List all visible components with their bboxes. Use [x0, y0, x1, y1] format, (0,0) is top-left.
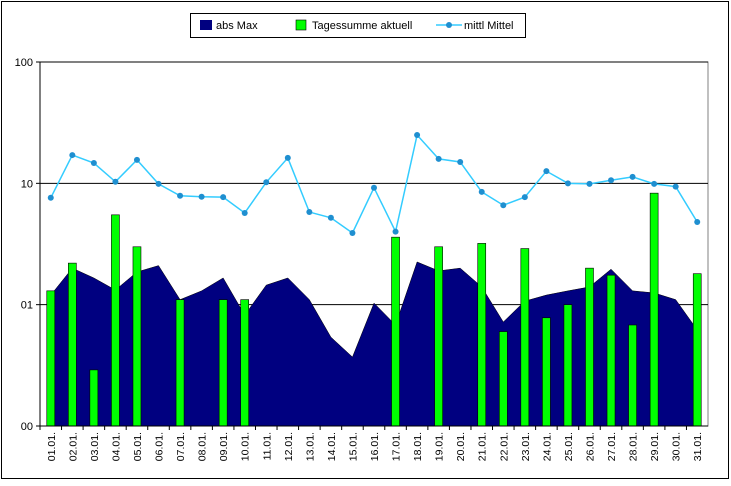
line-point: [435, 155, 442, 162]
x-tick-label: 26.01.: [584, 432, 596, 461]
x-tick-label: 01.01.: [46, 432, 58, 461]
x-tick-label: 24.01.: [541, 432, 553, 461]
y-tick-label: 00: [21, 421, 33, 433]
x-tick-label: 09.01.: [218, 432, 230, 461]
x-tick-label: 04.01.: [110, 432, 122, 461]
x-tick-label: 23.01.: [520, 432, 532, 461]
x-tick-label: 10.01.: [240, 432, 252, 461]
line-point: [327, 214, 334, 221]
area: [50, 261, 698, 427]
line-point: [263, 179, 270, 186]
line-point: [457, 158, 464, 165]
bar: [111, 214, 120, 427]
line-point: [694, 219, 701, 226]
bar: [649, 192, 659, 427]
legend-label: abs Max: [216, 20, 258, 32]
x-tick-label: 07.01.: [175, 432, 187, 461]
bar: [585, 267, 594, 427]
x-tick-label: 02.01.: [67, 432, 79, 461]
legend-box: [190, 13, 526, 38]
x-tick-label: 30.01.: [671, 432, 683, 461]
y-tick-label: 100: [15, 57, 33, 69]
line-point: [198, 193, 205, 200]
bar: [68, 262, 77, 427]
bar: [498, 331, 508, 427]
bar: [175, 299, 185, 427]
line-point: [392, 228, 399, 235]
x-tick-label: 08.01.: [197, 432, 209, 461]
line-point: [220, 194, 227, 201]
bar: [132, 246, 142, 427]
line-point: [651, 180, 658, 187]
y-tick-label: 01: [21, 300, 33, 312]
x-tick-label: 03.01.: [89, 432, 101, 461]
line-point: [586, 180, 593, 187]
legend-swatch: [446, 22, 452, 28]
bar: [628, 324, 637, 427]
line-point: [177, 192, 184, 199]
line-point: [543, 168, 550, 175]
x-tick-label: 31.01.: [692, 432, 704, 461]
line-point: [69, 152, 76, 159]
legend-label: Tagessumme aktuell: [312, 20, 412, 32]
bar: [391, 236, 400, 427]
bar: [46, 290, 56, 427]
x-tick-label: 18.01.: [412, 432, 424, 461]
x-tick-label: 25.01.: [563, 432, 575, 461]
bar: [542, 317, 551, 427]
line-point: [478, 188, 485, 195]
legend-swatch: [295, 19, 307, 31]
line-point: [155, 180, 162, 187]
x-tick-label: 28.01.: [628, 432, 640, 461]
line-point: [608, 177, 615, 184]
line-point: [133, 156, 140, 163]
line-point: [349, 229, 356, 236]
x-tick-label: 20.01.: [455, 432, 467, 461]
bar: [240, 299, 250, 427]
line-point: [241, 209, 248, 216]
legend-label: mittl Mittel: [464, 20, 514, 32]
line-point: [284, 154, 291, 161]
y-tick-label: 10: [21, 178, 33, 190]
line-point: [47, 194, 54, 201]
x-tick-label: 19.01.: [434, 432, 446, 461]
legend-swatch: [200, 20, 212, 30]
x-tick-label: 16.01.: [369, 432, 381, 461]
line-point: [500, 202, 507, 209]
line-point: [306, 209, 313, 216]
x-tick-label: 06.01.: [154, 432, 166, 461]
bar: [434, 246, 443, 427]
x-tick-label: 17.01.: [391, 432, 403, 461]
x-tick-label: 15.01.: [347, 432, 359, 461]
line-point: [371, 184, 377, 191]
bar: [692, 273, 702, 427]
x-tick-label: 29.01.: [649, 432, 661, 461]
line-point: [414, 132, 421, 139]
x-tick-label: 21.01.: [477, 432, 489, 461]
x-tick-label: 05.01.: [132, 432, 144, 461]
line-point: [112, 178, 119, 185]
x-tick-label: 14.01.: [326, 432, 338, 461]
line-point: [672, 183, 679, 190]
bar: [477, 243, 487, 427]
x-tick-label: 13.01.: [304, 432, 316, 461]
line-point: [629, 173, 636, 180]
bar: [89, 369, 99, 427]
x-tick-label: 22.01.: [498, 432, 510, 461]
line-point: [521, 194, 528, 201]
x-tick-label: 27.01.: [606, 432, 618, 461]
x-tick-label: 12.01.: [283, 432, 295, 461]
line-point: [564, 180, 571, 187]
x-tick-label: 11.01.: [261, 432, 273, 460]
bar: [218, 299, 228, 427]
line-point: [90, 160, 97, 167]
bar: [563, 304, 573, 427]
bar: [606, 274, 616, 427]
bar: [520, 248, 530, 427]
